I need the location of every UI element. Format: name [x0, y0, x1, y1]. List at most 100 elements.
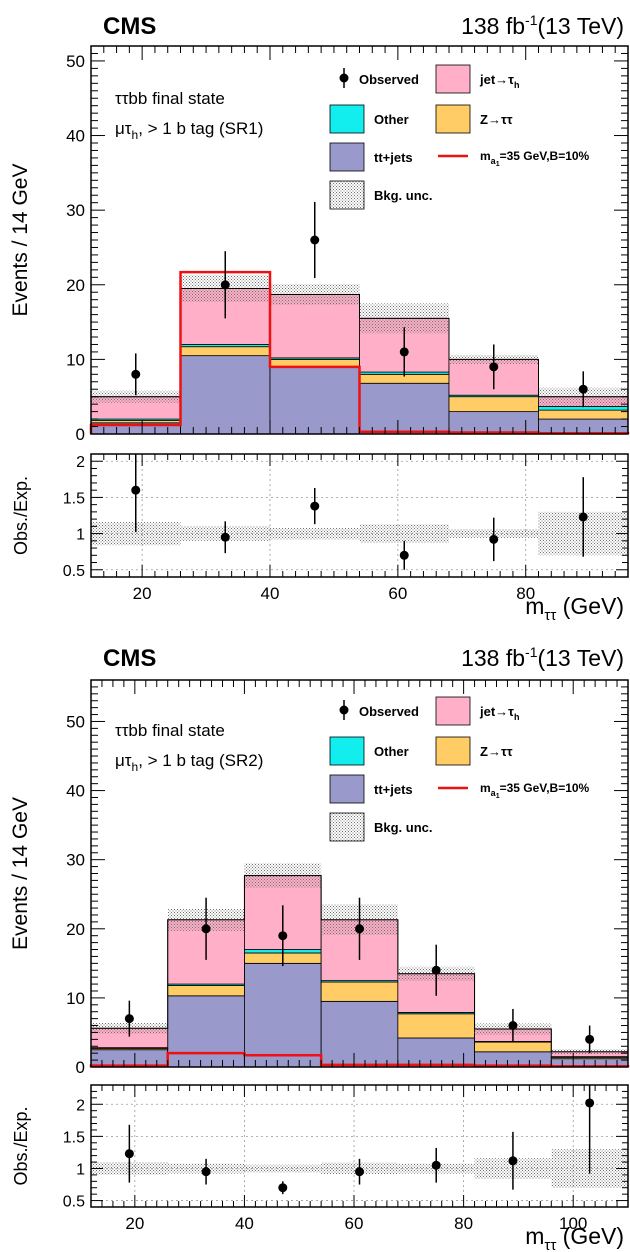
- x-tick-label: 60: [345, 1214, 364, 1233]
- legend-ttjets-label: tt+jets: [374, 150, 413, 165]
- y-tick-label: 40: [66, 782, 85, 801]
- ratio-point: [278, 1183, 288, 1193]
- legend-ttjets-label: tt+jets: [374, 782, 413, 797]
- y-tick-label: 50: [66, 52, 85, 71]
- ratio-y-tick-label: 2: [76, 1097, 85, 1114]
- x-axis-label: mττ (GeV): [525, 593, 624, 624]
- lumi-label: 138 fb-1(13 TeV): [461, 644, 624, 671]
- x-axis-label-unit: (GeV): [556, 1223, 624, 1249]
- ratio-point: [131, 485, 141, 495]
- lumi-value: 138 fb: [461, 645, 525, 671]
- annotation-channel: μτ: [115, 119, 132, 138]
- legend-ztt-label: Z→ττ: [480, 112, 513, 127]
- legend-observed-label: Observed: [359, 704, 419, 719]
- ratio-unc-band: [91, 522, 181, 546]
- y-tick-label: 40: [66, 127, 85, 146]
- ratio-point: [201, 1167, 211, 1177]
- annotation-channel-sub: h: [132, 760, 139, 774]
- annotation-final-state: ττbb final state: [115, 89, 225, 108]
- legend-other-label: Other: [374, 744, 409, 759]
- ratio-y-tick-label: 0.5: [63, 1194, 85, 1211]
- y-tick-label: 30: [66, 201, 85, 220]
- y-tick-label: 10: [66, 989, 85, 1008]
- x-axis-label-unit: (GeV): [556, 593, 624, 619]
- annotation-channel: μτ: [115, 751, 132, 770]
- y-tick-label: 10: [66, 350, 85, 369]
- annotation-category: μτh, > 1 b tag (SR2): [115, 751, 263, 774]
- x-tick-label: 100: [559, 1214, 587, 1233]
- legend-other-label: Other: [374, 112, 409, 127]
- ratio-y-tick-label: 2: [76, 454, 85, 471]
- annotation-selection: , > 1 b tag (SR1): [138, 119, 263, 138]
- lumi-label: 138 fb-1(13 TeV): [461, 12, 624, 39]
- legend-signal-index: 1: [496, 793, 500, 800]
- energy-label: (13 TeV): [537, 645, 624, 671]
- legend-jettau-label: jet→τh: [479, 704, 519, 722]
- x-axis-label: mττ (GeV): [525, 1223, 624, 1252]
- legend-signal-m: m: [480, 781, 491, 795]
- observed-point: [585, 1034, 595, 1044]
- stack-bar-ztt: [448, 396, 539, 413]
- observed-point: [489, 362, 499, 372]
- observed-point: [131, 369, 141, 379]
- ratio-point: [578, 512, 588, 522]
- y-tick-label: 20: [66, 920, 85, 939]
- lumi-exponent: -1: [525, 12, 538, 28]
- observed-point: [310, 235, 320, 245]
- ratio-point: [355, 1167, 364, 1177]
- energy-label: (13 TeV): [537, 13, 624, 39]
- ratio-unc-band: [359, 524, 449, 543]
- ratio-y-tick-label: 0.5: [63, 563, 85, 580]
- chart-sr1: CMS 138 fb-1(13 TeV) 0 10 20 30 40 50 Events / 1…: [9, 12, 630, 624]
- observed-point: [399, 347, 409, 357]
- stack-bar-ttjets: [538, 418, 629, 435]
- legend-jettau-main: jet→τ: [479, 72, 514, 87]
- stack-bar-ztt: [474, 1041, 552, 1053]
- x-tick-label: 20: [125, 1214, 144, 1233]
- stack-bar-ttjets: [397, 1037, 475, 1068]
- ratio-point: [399, 550, 409, 560]
- cms-label: CMS: [103, 645, 156, 672]
- legend-jettau-sub: h: [514, 80, 520, 90]
- ratio-unc-band: [270, 527, 360, 540]
- legend-signal-label: ma1=35 GeV,B=10%: [480, 149, 590, 168]
- stack-bar-ttjets: [269, 366, 360, 435]
- legend-observed-marker: [339, 73, 349, 83]
- annotation-selection: , > 1 b tag (SR2): [138, 751, 263, 770]
- stack-bar-ttjets: [167, 995, 245, 1068]
- y-tick-label: 0: [76, 425, 85, 444]
- legend-signal-rest: =35 GeV,B=10%: [500, 149, 590, 163]
- ratio-y-tick-label: 1: [76, 1161, 85, 1178]
- annotation-channel-sub: h: [132, 128, 139, 142]
- legend-signal-rest: =35 GeV,B=10%: [500, 781, 590, 795]
- y-tick-label: 30: [66, 851, 85, 870]
- legend-bkgunc-label: Bkg. unc.: [374, 188, 433, 203]
- stack-bar-ztt: [320, 981, 399, 1002]
- legend-observed-marker: [339, 705, 349, 715]
- observed-point: [355, 924, 364, 934]
- x-tick-label: 40: [235, 1214, 254, 1233]
- legend-bkgunc-swatch: [329, 812, 365, 842]
- ratio-y-axis-label: Obs./Exp.: [11, 1106, 31, 1185]
- legend-ztt-swatch: [435, 736, 471, 766]
- observed-point: [578, 384, 588, 394]
- y-tick-label: 0: [76, 1058, 85, 1077]
- legend-other-swatch: [329, 736, 365, 766]
- y-axis-label: Events / 14 GeV: [9, 797, 32, 950]
- ratio-y-tick-label: 1.5: [63, 1129, 85, 1146]
- observed-point: [431, 965, 441, 975]
- lumi-exponent: -1: [525, 644, 538, 660]
- observed-point: [201, 924, 211, 934]
- annotation-final-state: ττbb final state: [115, 721, 225, 740]
- legend-ttjets-swatch: [329, 774, 365, 804]
- x-tick-label: 20: [133, 584, 152, 603]
- ratio-point: [124, 1149, 134, 1159]
- stack-bar-ztt: [180, 346, 271, 357]
- legend-jettau-swatch: [435, 696, 471, 726]
- annotation-category: μτh, > 1 b tag (SR1): [115, 119, 263, 142]
- stack-bar-ztt: [397, 1013, 475, 1039]
- legend-signal-label: ma1=35 GeV,B=10%: [480, 781, 590, 800]
- cms-label: CMS: [103, 13, 156, 40]
- legend-observed-label: Observed: [359, 72, 419, 87]
